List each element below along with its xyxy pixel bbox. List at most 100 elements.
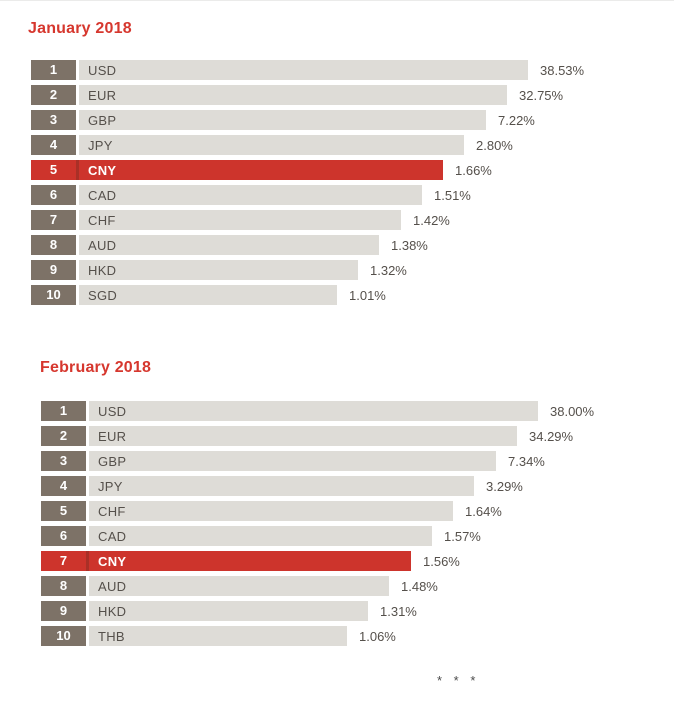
rank-bar: JPY [79, 135, 464, 155]
rank-badge: 6 [41, 526, 86, 546]
rank-bar: CNY [79, 160, 443, 180]
currency-label: GBP [88, 112, 117, 128]
chart-title-january: January 2018 [28, 20, 132, 37]
rank-badge: 3 [41, 451, 86, 471]
rank-bar: EUR [89, 426, 517, 446]
bar-row: 9 HKD 1.32% [31, 260, 584, 280]
currency-label: AUD [88, 237, 117, 253]
currency-label: HKD [88, 262, 117, 278]
currency-label: SGD [88, 287, 118, 303]
value-label: 1.01% [349, 287, 386, 303]
footer-asterisks: * * * [437, 673, 480, 688]
rank-bar: CHF [89, 501, 453, 521]
bar-row: 8 AUD 1.48% [41, 576, 594, 596]
rank-bar: CHF [79, 210, 401, 230]
rank-bar: USD [89, 401, 538, 421]
bar-row: 3 GBP 7.34% [41, 451, 594, 471]
currency-label: EUR [88, 87, 117, 103]
currency-label: USD [88, 62, 117, 78]
rank-bar: EUR [79, 85, 507, 105]
bar-row: 4 JPY 2.80% [31, 135, 584, 155]
currency-label: JPY [98, 478, 123, 494]
currency-label: GBP [98, 453, 127, 469]
value-label: 7.34% [508, 453, 545, 469]
value-label: 1.66% [455, 162, 492, 178]
value-label: 1.64% [465, 503, 502, 519]
value-label: 1.32% [370, 262, 407, 278]
rank-badge: 10 [41, 626, 86, 646]
rank-badge: 9 [31, 260, 76, 280]
currency-label: USD [98, 403, 127, 419]
rank-badge: 7 [31, 210, 76, 230]
bar-row: 2 EUR 32.75% [31, 85, 584, 105]
value-label: 1.51% [434, 187, 471, 203]
bar-row: 7 CNY 1.56% [41, 551, 594, 571]
value-label: 1.06% [359, 628, 396, 644]
rank-bar: GBP [89, 451, 496, 471]
bar-row: 8 AUD 1.38% [31, 235, 584, 255]
rank-badge: 5 [31, 160, 76, 180]
rank-badge: 7 [41, 551, 86, 571]
rank-bar: HKD [89, 601, 368, 621]
value-label: 38.00% [550, 403, 595, 419]
rank-badge: 5 [41, 501, 86, 521]
badge-bar-gap [76, 160, 79, 180]
rank-bar: JPY [89, 476, 474, 496]
rank-badge: 3 [31, 110, 76, 130]
value-label: 1.57% [444, 528, 481, 544]
bar-row: 1 USD 38.53% [31, 60, 584, 80]
rank-badge: 1 [41, 401, 86, 421]
rank-badge: 8 [31, 235, 76, 255]
value-label: 1.42% [413, 212, 450, 228]
rank-bar: AUD [89, 576, 389, 596]
currency-label: THB [98, 628, 125, 644]
bar-row: 9 HKD 1.31% [41, 601, 594, 621]
currency-label: CAD [98, 528, 127, 544]
value-label: 1.38% [391, 237, 428, 253]
bar-row: 7 CHF 1.42% [31, 210, 584, 230]
value-label: 1.31% [380, 603, 417, 619]
rank-bar: AUD [79, 235, 379, 255]
currency-label: JPY [88, 137, 113, 153]
currency-label: EUR [98, 428, 127, 444]
bar-row: 3 GBP 7.22% [31, 110, 584, 130]
rank-bar: CAD [79, 185, 422, 205]
rank-bar: HKD [79, 260, 358, 280]
rank-bar: GBP [79, 110, 486, 130]
rank-badge: 10 [31, 285, 76, 305]
value-label: 2.80% [476, 137, 513, 153]
value-label: 7.22% [498, 112, 535, 128]
bar-rows-january: 1 USD 38.53% 2 EUR 32.75% 3 GBP 7.22% 4 … [31, 60, 584, 310]
bar-row: 6 CAD 1.51% [31, 185, 584, 205]
value-label: 38.53% [540, 62, 585, 78]
value-label: 3.29% [486, 478, 523, 494]
rank-bar: USD [79, 60, 528, 80]
rank-bar: THB [89, 626, 347, 646]
rank-bar: CNY [89, 551, 411, 571]
rank-bar: CAD [89, 526, 432, 546]
currency-label: HKD [98, 603, 127, 619]
value-label: 32.75% [519, 87, 564, 103]
currency-label: CAD [88, 187, 117, 203]
bar-row: 1 USD 38.00% [41, 401, 594, 421]
chart-title-february: February 2018 [40, 359, 152, 376]
value-label: 34.29% [529, 428, 574, 444]
rank-badge: 2 [41, 426, 86, 446]
rank-badge: 1 [31, 60, 76, 80]
rank-badge: 4 [31, 135, 76, 155]
rank-badge: 9 [41, 601, 86, 621]
bar-row: 10 SGD 1.01% [31, 285, 584, 305]
bar-row: 10 THB 1.06% [41, 626, 594, 646]
currency-label: CNY [88, 162, 117, 178]
bar-rows-february: 1 USD 38.00% 2 EUR 34.29% 3 GBP 7.34% 4 … [41, 401, 594, 651]
bar-row: 2 EUR 34.29% [41, 426, 594, 446]
currency-label: CNY [98, 553, 127, 569]
currency-label: CHF [98, 503, 126, 519]
bar-row: 6 CAD 1.57% [41, 526, 594, 546]
bar-row: 4 JPY 3.29% [41, 476, 594, 496]
value-label: 1.48% [401, 578, 438, 594]
rank-badge: 8 [41, 576, 86, 596]
rank-badge: 4 [41, 476, 86, 496]
currency-label: AUD [98, 578, 127, 594]
rank-bar: SGD [79, 285, 337, 305]
